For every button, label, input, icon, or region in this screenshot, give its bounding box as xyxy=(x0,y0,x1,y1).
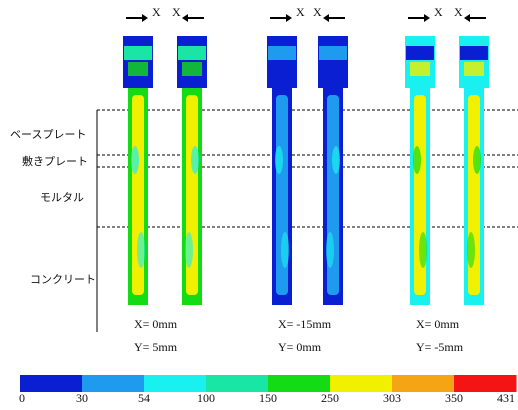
bolt-head xyxy=(410,62,430,76)
bolt-head xyxy=(124,46,152,60)
bolt-head xyxy=(178,46,206,60)
colorbar-segment xyxy=(454,375,517,392)
bolt xyxy=(405,36,435,305)
bolt-spot xyxy=(281,232,289,268)
y-offset: Y= 5mm xyxy=(134,340,178,354)
colorbar-segment xyxy=(392,375,455,392)
colorbar-segment xyxy=(82,375,145,392)
bolt-head xyxy=(460,46,488,60)
force-label: X xyxy=(454,5,463,19)
layer-label: ベースプレート xyxy=(10,128,86,141)
bolt-spot xyxy=(413,146,421,174)
colorbar-tick: 54 xyxy=(138,391,150,405)
bolt-spot xyxy=(137,232,145,268)
colorbar-tick: 30 xyxy=(76,391,88,405)
force-label: X xyxy=(296,5,305,19)
bolt-spot xyxy=(419,232,427,268)
x-offset: X= -15mm xyxy=(278,317,332,331)
colorbar-tick: 0 xyxy=(19,391,25,405)
bolt-head xyxy=(406,46,434,60)
colorbar-segment xyxy=(144,375,207,392)
force-arrow-head xyxy=(464,14,470,22)
colorbar-tick: 250 xyxy=(321,391,339,405)
force-arrow-head xyxy=(182,14,188,22)
bolt-spot xyxy=(332,146,340,174)
layer-label: 敷きプレート xyxy=(22,154,88,168)
force-arrow-head xyxy=(424,14,430,22)
colorbar-tick: 150 xyxy=(259,391,277,405)
y-offset: Y= -5mm xyxy=(416,340,464,354)
colorbar-tick: 303 xyxy=(383,391,401,405)
bolt-head xyxy=(128,62,148,76)
bolt-head xyxy=(272,62,292,76)
bolt-head xyxy=(319,46,347,60)
layer-label: モルタル xyxy=(40,191,84,204)
force-label: X xyxy=(313,5,322,19)
bolt-head xyxy=(268,46,296,60)
colorbar-segment xyxy=(330,375,393,392)
colorbar-tick: 431 xyxy=(497,391,515,405)
x-offset: X= 0mm xyxy=(416,317,460,331)
force-arrow-head xyxy=(323,14,329,22)
force-arrow-head xyxy=(286,14,292,22)
bolt xyxy=(123,36,153,305)
figure: ベースプレート 敷きプレート モルタル コンクリート XXX= 0mmY= 5m… xyxy=(0,0,518,405)
bolt-head xyxy=(464,62,484,76)
y-offset: Y= 0mm xyxy=(278,340,322,354)
bolt xyxy=(318,36,348,305)
bolt-spot xyxy=(473,146,481,174)
bolt xyxy=(177,36,207,305)
guides xyxy=(97,110,518,332)
force-label: X xyxy=(152,5,161,19)
bolt-spot xyxy=(275,146,283,174)
layer-label: コンクリート xyxy=(30,273,96,286)
bolt-head xyxy=(323,62,343,76)
colorbar-tick: 100 xyxy=(197,391,215,405)
colorbar-segment xyxy=(20,375,83,392)
bolt-spot xyxy=(467,232,475,268)
bolt-spot xyxy=(131,146,139,174)
force-label: X xyxy=(434,5,443,19)
bolt xyxy=(459,36,489,305)
colorbar-segment xyxy=(268,375,331,392)
colorbar-tick: 350 xyxy=(445,391,463,405)
colorbar-segment xyxy=(206,375,269,392)
bolt-spot xyxy=(326,232,334,268)
force-arrow-head xyxy=(142,14,148,22)
bolt-spot xyxy=(191,146,199,174)
bolt-head xyxy=(182,62,202,76)
force-label: X xyxy=(172,5,181,19)
x-offset: X= 0mm xyxy=(134,317,178,331)
bolt xyxy=(267,36,297,305)
bolt-spot xyxy=(185,232,193,268)
